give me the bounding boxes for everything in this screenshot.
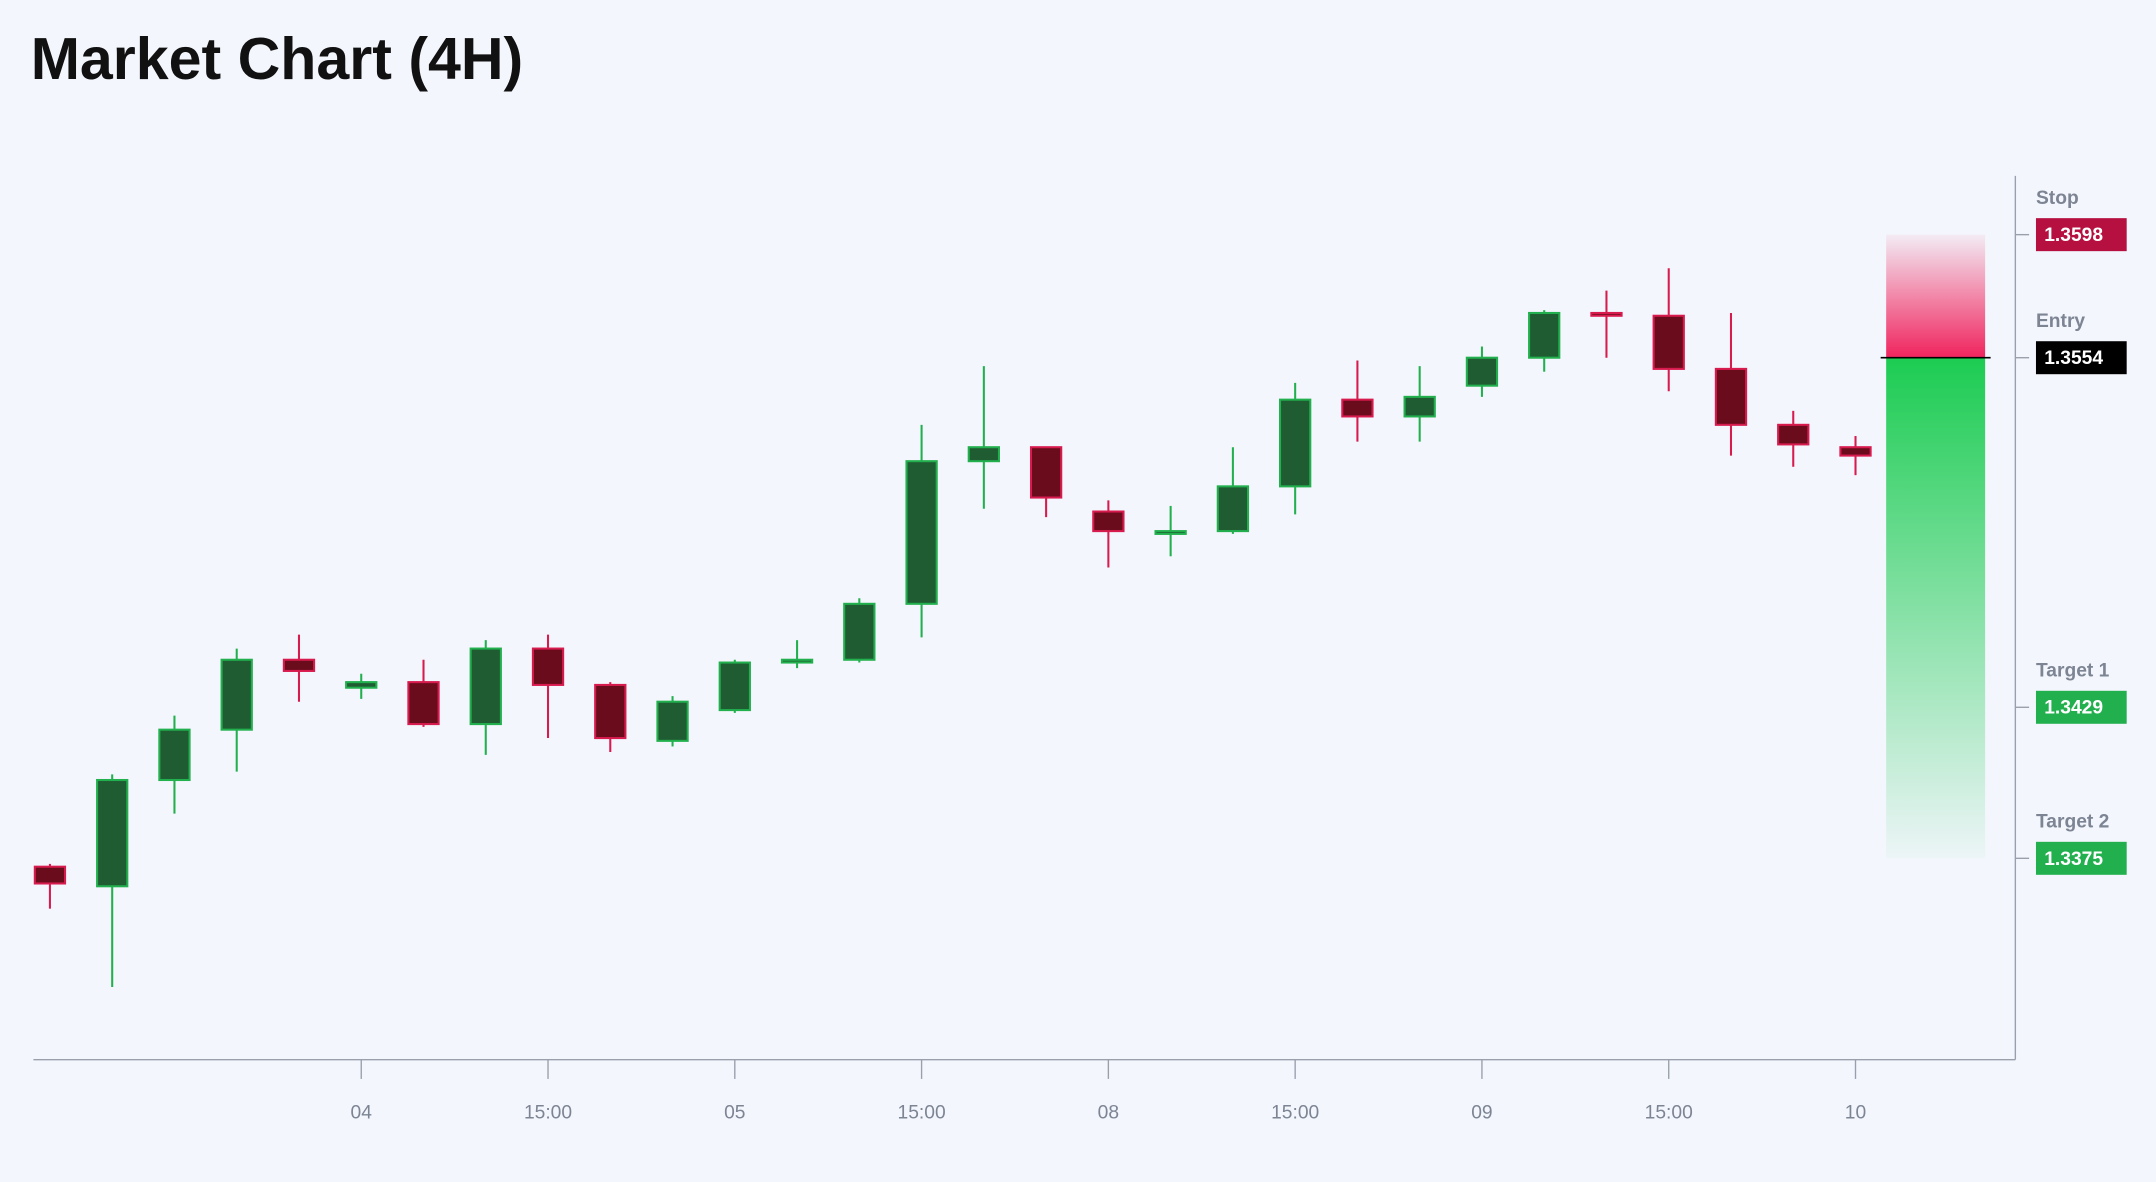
x-tick-label: 09 xyxy=(1471,1102,1492,1123)
candle-body xyxy=(1092,510,1125,533)
candle-body xyxy=(220,658,253,731)
x-tick-label: 10 xyxy=(1845,1102,1866,1123)
candle-body xyxy=(1154,530,1187,535)
candle-body xyxy=(656,700,689,742)
candle-body xyxy=(531,647,565,686)
candle-body xyxy=(1029,446,1063,499)
candle-body xyxy=(843,602,876,661)
candle-body xyxy=(594,683,627,740)
level-name: Target 2 xyxy=(2036,812,2109,833)
candle-body xyxy=(96,778,129,888)
candle-body xyxy=(158,728,191,782)
x-tick-label: 04 xyxy=(351,1102,373,1123)
risk-zone xyxy=(1886,234,1986,358)
level-value: 1.3598 xyxy=(2044,225,2103,246)
x-tick-label: 15:00 xyxy=(1271,1102,1319,1123)
x-tick-label: 08 xyxy=(1098,1102,1119,1123)
x-tick-label: 15:00 xyxy=(524,1102,572,1123)
chart-title: Market Chart (4H) xyxy=(31,25,524,92)
x-tick-label: 05 xyxy=(724,1102,745,1123)
candle-body xyxy=(33,865,67,885)
candle-body xyxy=(1777,423,1810,446)
candle-body xyxy=(282,658,316,672)
level-value: 1.3375 xyxy=(2044,849,2103,870)
x-tick-label: 15:00 xyxy=(898,1102,946,1123)
candle-body xyxy=(1839,446,1872,457)
reward-zone xyxy=(1886,357,1986,859)
candle-body xyxy=(1403,395,1436,418)
candle-body xyxy=(1652,314,1685,370)
level-tag xyxy=(2035,841,2127,875)
level-value: 1.3429 xyxy=(2044,698,2103,719)
level-tag xyxy=(2035,690,2127,724)
candle-body xyxy=(1714,367,1748,426)
candle-body xyxy=(1341,398,1374,418)
level-value: 1.3554 xyxy=(2044,348,2103,369)
candle-body xyxy=(1216,485,1250,533)
candle-body xyxy=(967,446,1001,463)
candle-body xyxy=(1279,398,1312,488)
candle-body xyxy=(780,658,814,664)
candle-body xyxy=(407,681,440,726)
level-name: Target 1 xyxy=(2036,661,2110,682)
candle-body xyxy=(718,661,751,712)
level-name: Entry xyxy=(2036,311,2085,332)
level-tag xyxy=(2035,341,2127,375)
candle-body xyxy=(1465,356,1499,387)
level-name: Stop xyxy=(2036,188,2079,209)
candle-body xyxy=(1528,311,1561,359)
candle-body xyxy=(469,647,502,726)
candle-body xyxy=(345,681,378,689)
candle-body xyxy=(905,460,938,605)
candle-body xyxy=(1590,311,1623,317)
level-tag xyxy=(2035,218,2127,252)
x-tick-label: 15:00 xyxy=(1645,1102,1693,1123)
